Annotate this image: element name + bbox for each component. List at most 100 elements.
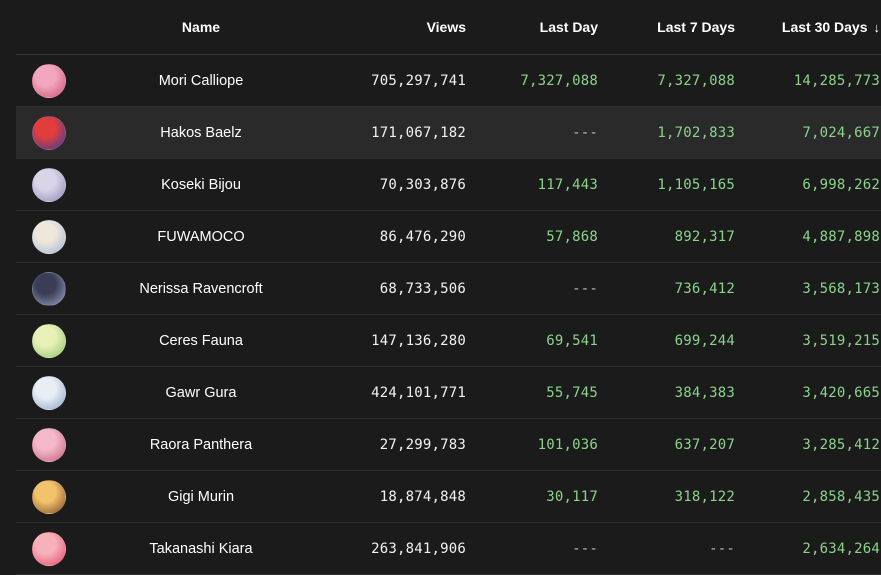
last-day-cell-value: --- <box>572 280 598 297</box>
last-day-cell: 30,117 <box>476 488 598 506</box>
talent-name[interactable]: Gigi Murin <box>167 488 235 505</box>
last-day-cell-value: --- <box>572 540 598 557</box>
last-30-days-cell: 3,519,215 <box>735 332 880 350</box>
last-30-days-cell-value: 6,998,262 <box>802 176 880 193</box>
talent-name[interactable]: Koseki Bijou <box>161 176 241 193</box>
last-30-days-cell-value: 2,858,435 <box>802 488 880 505</box>
avatar-cell <box>16 375 80 410</box>
talent-name[interactable]: Hakos Baelz <box>160 124 242 141</box>
last-day-cell: 57,868 <box>476 228 598 246</box>
last-7-days-cell: 637,207 <box>598 436 735 454</box>
views-cell: 705,297,741 <box>322 72 476 90</box>
avatar[interactable] <box>32 167 66 202</box>
avatar[interactable] <box>32 219 66 254</box>
last-day-cell-value: 117,443 <box>537 176 598 193</box>
table-row[interactable]: Ceres Fauna 147,136,280 69,541 699,244 3,519… <box>16 315 881 367</box>
talent-name[interactable]: Takanashi Kiara <box>149 540 253 557</box>
last-30-days-cell-value: 3,285,412 <box>802 436 880 453</box>
avatar[interactable] <box>32 115 66 150</box>
avatar[interactable] <box>32 479 66 514</box>
column-header-last-day[interactable]: Last Day <box>539 19 598 35</box>
avatar[interactable] <box>32 375 66 410</box>
views-cell-value: 18,874,848 <box>379 488 466 505</box>
avatar-cell <box>16 531 80 566</box>
column-header-name[interactable]: Name <box>181 19 221 35</box>
stats-table: Name Views Last Day Last 7 Days Last 30 … <box>16 0 881 575</box>
last-day-cell-value: 69,541 <box>546 332 598 349</box>
last-30-days-cell-value: 3,420,665 <box>802 384 880 401</box>
last-day-cell-value: 55,745 <box>546 384 598 401</box>
last-7-days-cell: 384,383 <box>598 384 735 402</box>
last-30-days-cell: 3,285,412 <box>735 436 880 454</box>
avatar-cell <box>16 219 80 254</box>
last-7-days-cell: 318,122 <box>598 488 735 506</box>
last-30-days-cell: 14,285,773 <box>735 72 880 90</box>
arrow-down-icon[interactable]: ↓ <box>873 20 881 35</box>
last-7-days-cell-value: --- <box>709 540 735 557</box>
last-day-cell-value: 101,036 <box>537 436 598 453</box>
table-row[interactable]: FUWAMOCO 86,476,290 57,868 892,317 4,887,898 <box>16 211 881 263</box>
avatar[interactable] <box>32 531 66 566</box>
last-7-days-cell: 699,244 <box>598 332 735 350</box>
last-30-days-cell-value: 7,024,667 <box>802 124 880 141</box>
table-body: Mori Calliope 705,297,741 7,327,088 7,327,0… <box>16 55 881 575</box>
table-row[interactable]: Mori Calliope 705,297,741 7,327,088 7,327,0… <box>16 55 881 107</box>
table-row[interactable]: Nerissa Ravencroft 68,733,506 --- 736,412 3,… <box>16 263 881 315</box>
avatar-cell <box>16 479 80 514</box>
views-cell: 27,299,783 <box>322 436 476 454</box>
views-cell-value: 147,136,280 <box>371 332 466 349</box>
last-30-days-cell-value: 3,568,173 <box>802 280 880 297</box>
views-cell: 86,476,290 <box>322 228 476 246</box>
table-row[interactable]: Koseki Bijou 70,303,876 117,443 1,105,165 6,… <box>16 159 881 211</box>
column-header-views[interactable]: Views <box>426 19 466 35</box>
last-day-cell: --- <box>476 280 598 298</box>
last-30-days-cell: 3,420,665 <box>735 384 880 402</box>
avatar-cell <box>16 167 80 202</box>
table-row[interactable]: Gigi Murin 18,874,848 30,117 318,122 2,858,4… <box>16 471 881 523</box>
last-7-days-cell-value: 384,383 <box>674 384 735 401</box>
last-30-days-cell: 6,998,262 <box>735 176 880 194</box>
talent-name[interactable]: Ceres Fauna <box>159 332 243 349</box>
talent-name[interactable]: Gawr Gura <box>165 384 237 401</box>
last-7-days-cell-value: 7,327,088 <box>657 72 735 89</box>
table-row[interactable]: Gawr Gura 424,101,771 55,745 384,383 3,420,6… <box>16 367 881 419</box>
last-7-days-cell: 7,327,088 <box>598 72 735 90</box>
last-30-days-cell: 4,887,898 <box>735 228 880 246</box>
last-7-days-cell: 1,105,165 <box>598 176 735 194</box>
last-7-days-cell-value: 699,244 <box>674 332 735 349</box>
avatar[interactable] <box>32 427 66 462</box>
talent-name[interactable]: FUWAMOCO <box>157 228 245 245</box>
column-header-last-7-days[interactable]: Last 7 Days <box>657 19 735 35</box>
last-day-cell: 69,541 <box>476 332 598 350</box>
last-30-days-cell: 2,858,435 <box>735 488 880 506</box>
talent-name[interactable]: Mori Calliope <box>158 72 244 89</box>
table-row[interactable]: Takanashi Kiara 263,841,906 --- --- 2,634,26… <box>16 523 881 575</box>
avatar-cell <box>16 427 80 462</box>
avatar[interactable] <box>32 323 66 358</box>
views-cell-value: 424,101,771 <box>371 384 466 401</box>
column-header-last-30-days[interactable]: Last 30 Days ↓ <box>735 19 880 35</box>
views-cell-value: 705,297,741 <box>371 72 466 89</box>
avatar[interactable] <box>32 271 66 306</box>
last-7-days-cell: 1,702,833 <box>598 124 735 142</box>
views-cell: 263,841,906 <box>322 540 476 558</box>
views-cell-value: 70,303,876 <box>379 176 466 193</box>
talent-name[interactable]: Nerissa Ravencroft <box>139 280 263 297</box>
views-cell: 70,303,876 <box>322 176 476 194</box>
last-30-days-cell-value: 2,634,264 <box>802 540 880 557</box>
last-day-cell-value: 30,117 <box>546 488 598 505</box>
views-cell-value: 27,299,783 <box>379 436 466 453</box>
table-row[interactable]: Raora Panthera 27,299,783 101,036 637,207 3,… <box>16 419 881 471</box>
last-day-cell: 101,036 <box>476 436 598 454</box>
last-7-days-cell: 892,317 <box>598 228 735 246</box>
table-row[interactable]: Hakos Baelz 171,067,182 --- 1,702,833 7,024,… <box>16 107 881 159</box>
last-day-cell-value: --- <box>572 124 598 141</box>
last-day-cell: --- <box>476 124 598 142</box>
avatar[interactable] <box>32 63 66 98</box>
talent-name[interactable]: Raora Panthera <box>149 436 253 453</box>
views-cell-value: 86,476,290 <box>379 228 466 245</box>
avatar-cell <box>16 115 80 150</box>
last-7-days-cell-value: 736,412 <box>674 280 735 297</box>
last-7-days-cell: --- <box>598 540 735 558</box>
last-7-days-cell-value: 1,702,833 <box>657 124 735 141</box>
